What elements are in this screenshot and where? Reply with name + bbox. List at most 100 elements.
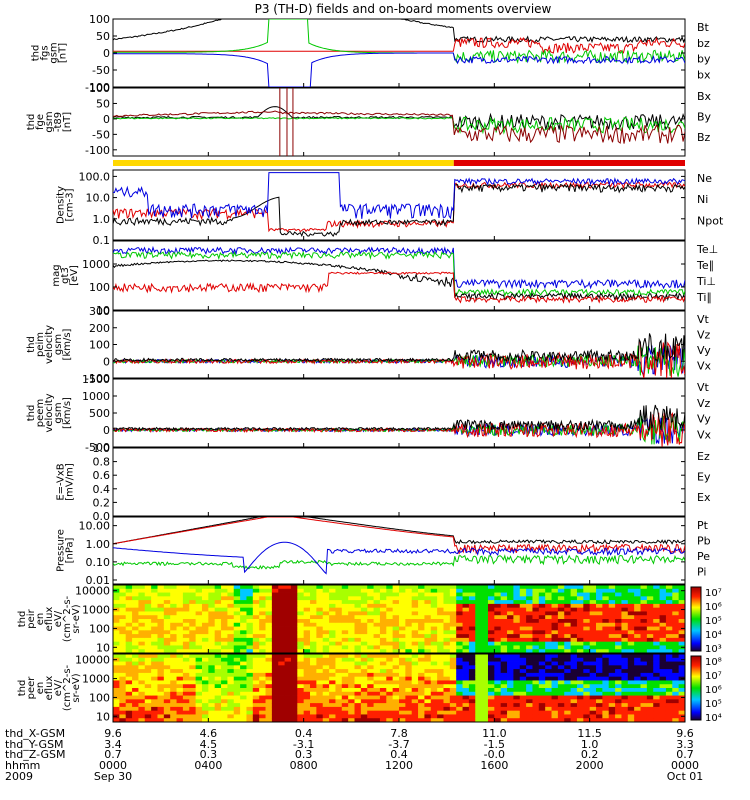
spectro-cell <box>449 654 457 659</box>
spectro-cell <box>443 607 451 612</box>
spectro-cell <box>576 585 584 590</box>
spectro-cell <box>462 592 470 597</box>
spectro-cell <box>373 657 381 662</box>
spectro-cell <box>468 684 476 689</box>
spectro-cell <box>462 588 470 593</box>
spectro-cell <box>176 637 184 643</box>
spectro-cell <box>437 585 444 590</box>
spectro-cell <box>182 672 190 678</box>
spectro-cell <box>665 649 673 654</box>
spectro-cell <box>271 688 279 693</box>
spectro-cell <box>494 680 502 685</box>
spectro-cell <box>513 592 521 597</box>
spectro-cell <box>341 680 349 685</box>
spectro-cell <box>532 645 540 650</box>
spectro-cell <box>151 654 158 659</box>
spectro-cell <box>665 680 673 685</box>
spectro-cell <box>189 607 197 612</box>
spectro-cell <box>373 649 381 654</box>
spectro-cell <box>189 688 197 693</box>
spectro-cell <box>252 718 260 723</box>
spectro-cell <box>596 585 603 590</box>
spectro-cell <box>151 592 158 597</box>
spectro-cell <box>373 672 381 678</box>
spectro-cell <box>634 691 641 696</box>
spectro-cell <box>430 684 438 689</box>
spectro-cell <box>379 688 387 693</box>
spectro-cell <box>430 649 438 654</box>
spectro-cell <box>545 657 552 662</box>
spectro-cell <box>576 718 584 723</box>
spectro-cell <box>564 699 571 704</box>
spectro-cell <box>646 669 654 674</box>
spectro-cell <box>538 596 546 601</box>
spectro-cell <box>462 691 470 696</box>
spectro-cell <box>195 607 203 612</box>
spectro-cell <box>252 603 260 609</box>
spectro-cell <box>354 588 362 593</box>
spectro-cell <box>290 607 298 612</box>
spectro-cell <box>157 669 165 674</box>
spectro-cell <box>284 661 292 666</box>
spectro-cell <box>246 645 254 650</box>
spectro-cell <box>487 649 495 654</box>
spectro-cell <box>678 710 686 715</box>
spectro-cell <box>252 654 260 659</box>
y-axis-label: fgs <box>40 45 51 60</box>
y-axis-label: (cm^2-s- <box>62 664 73 711</box>
spectro-cell <box>233 588 241 593</box>
spectro-cell <box>227 649 235 654</box>
spectro-cell <box>672 615 680 620</box>
axis-value: -1.5 <box>484 738 505 751</box>
spectro-cell <box>424 672 432 678</box>
spectro-cell <box>348 710 355 715</box>
spectro-cell <box>201 718 209 723</box>
spectro-cell <box>386 630 394 635</box>
spectro-cell <box>360 676 368 681</box>
spectro-cell <box>290 661 298 666</box>
spectro-cell <box>233 619 241 624</box>
spectro-cell <box>570 714 578 719</box>
spectro-cell <box>627 661 635 666</box>
spectro-cell <box>462 630 470 635</box>
spectro-cell <box>500 714 508 719</box>
spectro-cell <box>132 619 139 624</box>
spectro-cell <box>208 661 216 666</box>
spectro-cell <box>341 596 349 601</box>
spectro-cell <box>487 585 495 590</box>
spectro-cell <box>449 607 457 612</box>
spectro-cell <box>678 688 686 693</box>
spectro-cell <box>519 645 527 650</box>
spectro-cell <box>564 611 571 616</box>
spectro-cell <box>545 703 552 708</box>
spectro-cell <box>430 603 438 609</box>
spectro-cell <box>297 669 305 674</box>
spectro-cell <box>424 676 432 681</box>
spectro-cell <box>246 592 254 597</box>
spectro-cell <box>405 630 413 635</box>
spectro-cell <box>227 699 235 704</box>
spectro-cell <box>157 657 165 662</box>
spectro-cell <box>456 588 463 593</box>
spectro-cell <box>468 688 476 693</box>
spectro-cell <box>570 592 578 597</box>
spectro-cell <box>201 691 209 696</box>
spectro-cell <box>354 703 362 708</box>
spectro-cell <box>634 592 641 597</box>
y-axis-label: eV/ <box>53 679 64 696</box>
spectro-cell <box>195 588 203 593</box>
spectro-cell <box>284 718 292 723</box>
spectro-cell <box>125 600 133 605</box>
spectro-cell <box>310 588 317 593</box>
spectro-cell <box>665 645 673 650</box>
spectro-cell <box>443 645 451 650</box>
spectro-cell <box>399 611 406 616</box>
spectro-cell <box>189 611 197 616</box>
spectro-cell <box>265 619 273 624</box>
spectro-cell <box>373 637 381 643</box>
spectro-cell <box>551 695 559 700</box>
spectro-cell <box>532 661 540 666</box>
spectro-cell <box>227 641 235 646</box>
spectro-cell <box>195 649 203 654</box>
spectro-cell <box>589 706 597 712</box>
